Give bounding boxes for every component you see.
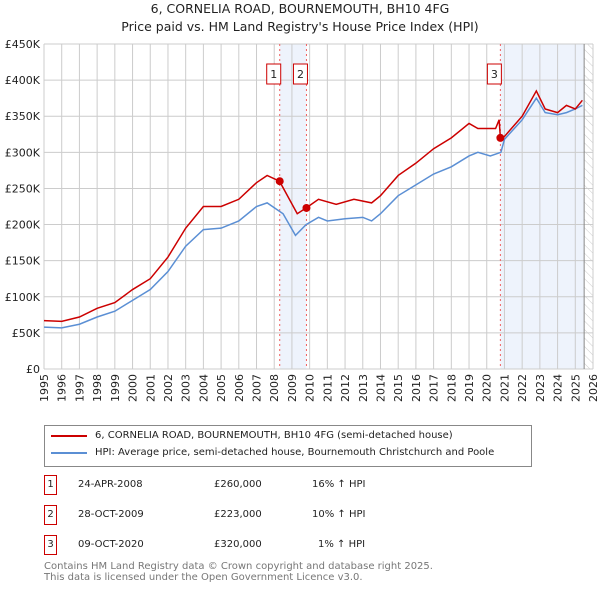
sale-point [275,177,284,186]
y-tick-label: £0 [26,363,40,376]
x-tick-label: 2018 [445,374,458,402]
x-tick-label: 2019 [463,374,476,402]
x-tick-label: 2008 [268,374,281,402]
footer: Contains HM Land Registry data © Crown c… [44,561,433,583]
sale-label-box [292,63,308,85]
y-tick-label: £200K [5,219,41,232]
x-tick-label: 2016 [410,374,423,402]
x-tick-label: 1996 [56,374,69,402]
hpi-line [43,96,583,329]
sale-marker-badge: 1 [44,475,57,495]
legend-label: HPI: Average price, semi-detached house,… [95,447,495,458]
y-tick-label: £400K [5,74,41,87]
x-tick-label: 2011 [321,374,334,402]
sale-price: £260,000 [214,479,262,490]
x-tick-label: 2020 [481,374,494,402]
x-tick-label: 2025 [569,374,582,402]
x-tick-label: 1998 [91,374,104,402]
x-tick-label: 2014 [374,374,387,402]
sale-date: 09-OCT-2020 [78,539,144,550]
x-tick-label: 1999 [109,374,122,402]
x-tick-label: 2000 [127,374,140,402]
footer-licence: This data is licensed under the Open Gov… [44,572,363,583]
sale-row: 2 28-OCT-2009 £223,000 10% ↑ HPI [44,505,444,525]
sale-price: £223,000 [214,509,262,520]
legend-label: 6, CORNELIA ROAD, BOURNEMOUTH, BH10 4FG … [95,430,453,441]
x-tick-label: 1997 [73,374,86,402]
sale-marker-badge: 2 [44,505,57,525]
sale-date: 24-APR-2008 [78,479,143,490]
x-tick-label: 2003 [180,374,193,402]
x-tick-label: 2010 [304,374,317,402]
y-tick-label: £150K [5,255,41,268]
shaded-period [500,44,585,369]
sale-label: 1 [270,68,277,81]
sale-price: £320,000 [214,539,262,550]
footer-copyright: Contains HM Land Registry data © Crown c… [44,561,433,572]
x-tick-label: 2012 [339,374,352,402]
legend-swatch-blue [51,451,87,454]
x-tick-label: 2024 [552,374,565,402]
x-tick-label: 2006 [233,374,246,402]
x-tick-label: 2026 [587,374,600,402]
sale-label: 3 [491,68,498,81]
legend-swatch-red [51,434,87,437]
y-tick-label: £100K [5,291,41,304]
x-tick-label: 2015 [392,374,405,402]
x-tick-label: 2004 [197,374,210,402]
legend-item-property: 6, CORNELIA ROAD, BOURNEMOUTH, BH10 4FG … [51,430,453,441]
y-tick-label: £450K [5,38,41,51]
y-tick-label: £350K [5,110,41,123]
sale-point [496,133,505,142]
x-tick-label: 2007 [251,374,264,402]
sale-hpi: 10% ↑ HPI [312,509,366,520]
x-tick-label: 2017 [428,374,441,402]
sale-point [302,203,311,212]
sale-row: 3 09-OCT-2020 £320,000 1% ↑ HPI [44,535,444,555]
price-chart: 1995 1996 1997 1998 1999 2000 2001 2002 2003 2004… [5,38,600,402]
sale-label-box [486,63,502,85]
chart-title: 6, CORNELIA ROAD, BOURNEMOUTH, BH10 4FG [150,1,450,16]
sale-label-box [266,63,282,85]
x-tick-label: 2009 [286,374,299,402]
sale-hpi: 16% ↑ HPI [312,479,366,490]
y-tick-label: £250K [5,182,41,195]
x-tick-label: 2013 [357,374,370,402]
legend-item-hpi: HPI: Average price, semi-detached house,… [51,447,494,458]
x-tick-label: 2023 [534,374,547,402]
y-tick-label: £300K [5,146,41,159]
chart-subtitle: Price paid vs. HM Land Registry's House … [121,19,479,34]
sale-marker-badge: 3 [44,535,57,555]
y-tick-label: £50K [12,327,41,340]
x-tick-label: 2002 [162,374,175,402]
sale-label: 2 [297,68,304,81]
x-tick-label: 2022 [516,374,529,402]
sale-hpi: 1% ↑ HPI [318,539,366,550]
sale-date: 28-OCT-2009 [78,509,144,520]
x-tick-label: 1995 [38,374,51,402]
x-tick-label: 2005 [215,374,228,402]
x-tick-label: 2001 [144,374,157,402]
legend: 6, CORNELIA ROAD, BOURNEMOUTH, BH10 4FG … [44,425,532,467]
x-tick-label: 2021 [498,374,511,402]
property-price-line [43,89,583,323]
sale-row: 1 24-APR-2008 £260,000 16% ↑ HPI [44,475,444,495]
future-hatch [584,44,593,369]
